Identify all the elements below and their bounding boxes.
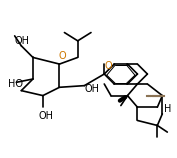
Text: HO: HO: [8, 79, 23, 89]
Text: OH: OH: [39, 110, 54, 121]
Text: O: O: [104, 61, 112, 71]
Text: H: H: [164, 104, 171, 114]
Text: OH: OH: [15, 36, 30, 46]
Text: O: O: [59, 51, 67, 61]
Text: OH: OH: [84, 84, 99, 94]
